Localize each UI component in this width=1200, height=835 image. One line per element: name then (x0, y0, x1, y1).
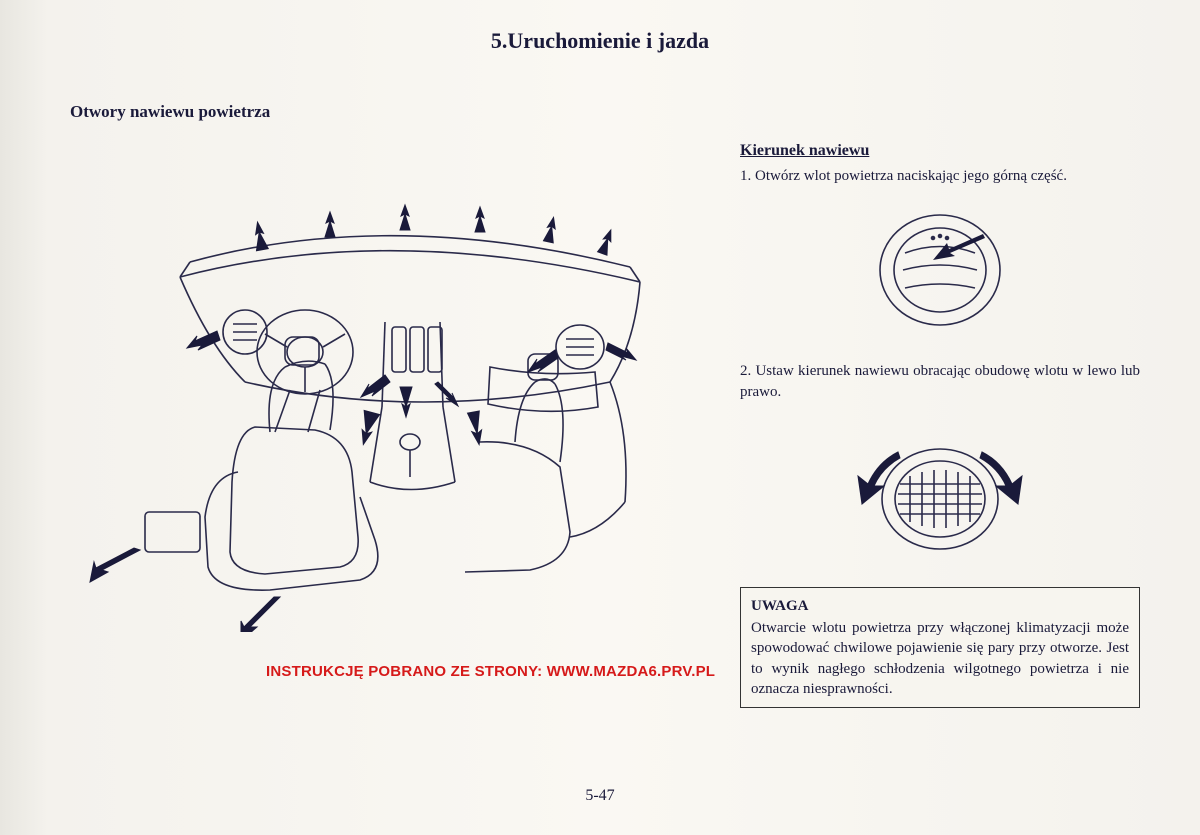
notice-title: UWAGA (751, 596, 1129, 616)
manual-page: 5.Uruchomienie i jazda Otwory nawiewu po… (0, 0, 1200, 835)
vent-rotate-illustration (740, 414, 1140, 569)
left-column (40, 142, 720, 708)
chapter-title: 5.Uruchomienie i jazda (40, 28, 1160, 54)
vent-press-illustration (740, 198, 1140, 343)
direction-heading: Kierunek nawiewu (740, 142, 1140, 160)
source-watermark: INSTRUKCJĘ POBRANO ZE STRONY: WWW.MAZDA6… (266, 663, 715, 680)
dashboard-airflow-illustration (70, 172, 720, 637)
content-row: Kierunek nawiewu 1. Otwórz wlot powietrz… (40, 142, 1160, 708)
notice-body: Otwarcie wlotu powietrza przy włączonej … (751, 618, 1129, 699)
notice-box: UWAGA Otwarcie wlotu powietrza przy włąc… (740, 587, 1140, 708)
step-1-text: 1. Otwórz wlot powietrza naciskając jego… (740, 166, 1140, 186)
step-2-text: 2. Ustaw kierunek nawiewu obracając obud… (740, 361, 1140, 402)
right-column: Kierunek nawiewu 1. Otwórz wlot powietrz… (720, 142, 1140, 708)
section-title: Otwory nawiewu powietrza (70, 102, 1160, 122)
page-number: 5-47 (0, 787, 1200, 805)
